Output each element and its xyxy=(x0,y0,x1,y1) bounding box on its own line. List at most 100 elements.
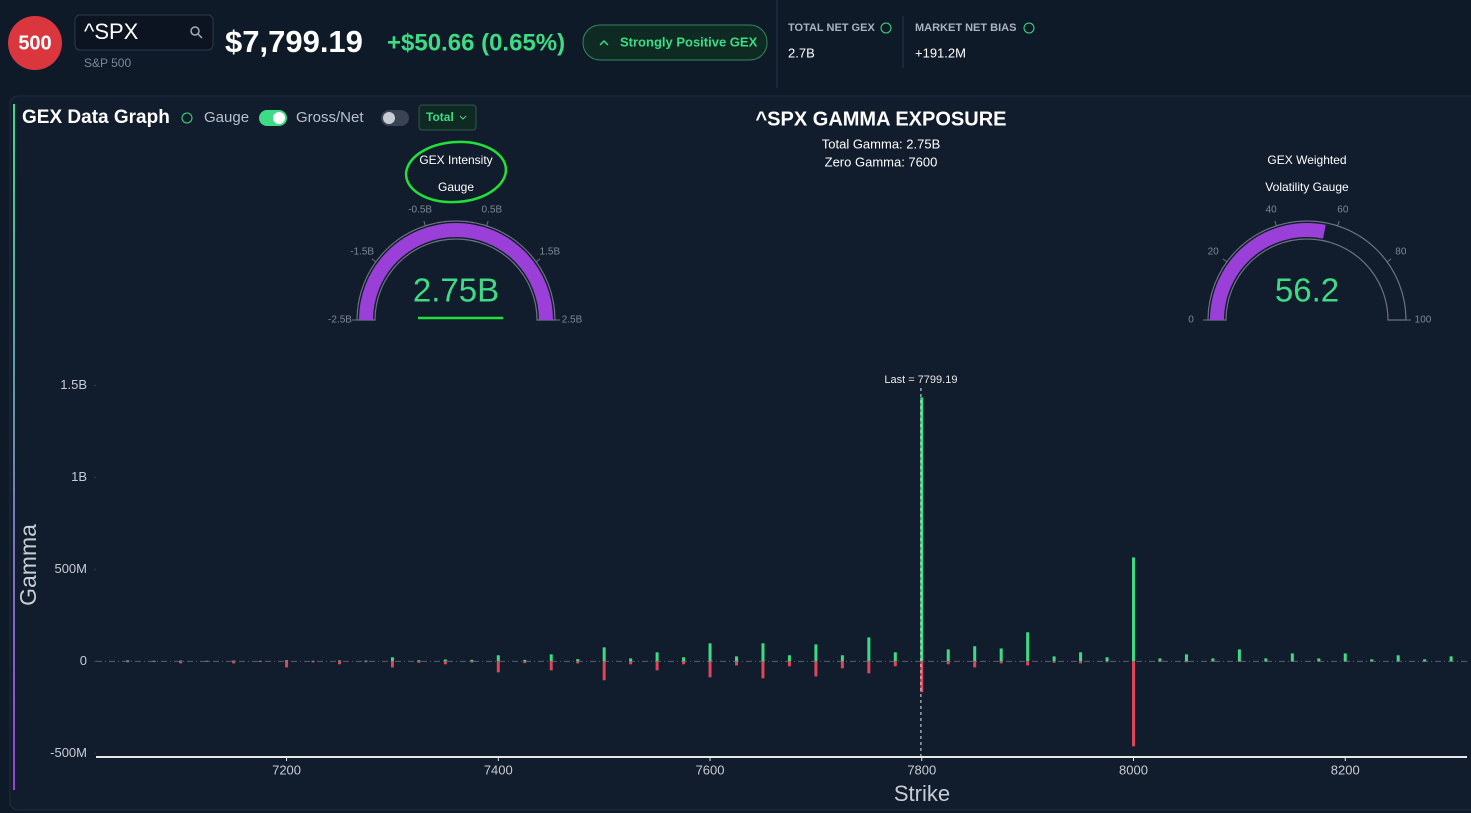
bar xyxy=(761,643,765,662)
bar xyxy=(1158,658,1162,662)
search-box[interactable] xyxy=(74,14,214,51)
bar xyxy=(523,659,527,662)
bar xyxy=(364,661,368,663)
bar xyxy=(470,661,474,663)
bar xyxy=(893,661,897,667)
bar xyxy=(1184,661,1188,663)
gauge-tick-label: 0 xyxy=(1188,315,1194,326)
y-tick-label: 500M xyxy=(54,561,87,576)
bar xyxy=(470,659,474,662)
bar xyxy=(126,661,130,663)
info-icon[interactable] xyxy=(880,22,892,34)
bar xyxy=(179,661,183,664)
bar xyxy=(946,649,950,662)
gauge-tick xyxy=(535,258,541,263)
bar xyxy=(1052,661,1056,663)
gauge-tick xyxy=(423,220,426,226)
bar xyxy=(1449,656,1453,662)
bar xyxy=(735,656,739,662)
bar xyxy=(1184,654,1188,662)
bar xyxy=(443,659,447,662)
bar xyxy=(549,661,553,671)
y-tick-label: 1.5B xyxy=(60,377,87,392)
bar xyxy=(999,648,1003,662)
info-icon[interactable] xyxy=(1023,22,1035,34)
y-tick-label: 0 xyxy=(80,653,87,668)
bar xyxy=(814,644,818,662)
gauge-arc xyxy=(359,223,553,321)
dropdown-text[interactable]: Total xyxy=(426,110,454,124)
bar xyxy=(285,660,289,662)
stat-label: MARKET NET BIAS xyxy=(915,22,1016,34)
bar xyxy=(840,661,844,669)
bar xyxy=(205,660,209,662)
gauge-arc xyxy=(1210,223,1326,321)
gauge-tick-label: 100 xyxy=(1415,315,1432,326)
bar xyxy=(973,646,977,662)
stat-label: TOTAL NET GEX xyxy=(788,22,875,34)
info-icon[interactable] xyxy=(181,112,193,124)
bar xyxy=(1396,655,1400,662)
bar xyxy=(1290,661,1294,662)
gauge-title: GEX Weighted xyxy=(1267,153,1346,167)
bar xyxy=(337,660,341,662)
bar xyxy=(1079,652,1083,662)
badge-text: 500 xyxy=(18,32,51,54)
highlight-circle xyxy=(404,140,508,204)
bar xyxy=(920,397,924,662)
bar xyxy=(1237,661,1241,663)
bar xyxy=(126,660,130,662)
x-tick-label: 7600 xyxy=(696,762,725,777)
bar xyxy=(893,652,897,662)
bar xyxy=(152,660,156,662)
chart-panel xyxy=(9,95,1471,811)
x-tick-label: 8000 xyxy=(1119,762,1148,777)
stat-value: +191.2M xyxy=(915,45,966,60)
bar xyxy=(629,658,633,662)
total-dropdown[interactable] xyxy=(418,104,477,131)
bar xyxy=(920,661,924,693)
gauge-title: Gauge xyxy=(438,180,474,194)
bar xyxy=(152,661,156,663)
bar xyxy=(258,660,262,662)
signal-pill[interactable] xyxy=(582,24,768,61)
gauge-tick xyxy=(1386,258,1392,263)
bar xyxy=(1132,557,1136,662)
gauge-track xyxy=(356,220,556,321)
bar xyxy=(1343,653,1347,662)
gauge-tick-label: 0.5B xyxy=(482,204,503,215)
price: $7,799.19 xyxy=(225,24,363,59)
bar xyxy=(549,654,553,662)
bar xyxy=(1343,661,1347,662)
bar xyxy=(814,661,818,677)
bar xyxy=(417,660,421,662)
bar xyxy=(496,661,500,673)
bar xyxy=(1105,661,1109,663)
bar xyxy=(655,661,659,671)
bar xyxy=(364,660,368,662)
bar xyxy=(1211,661,1215,662)
y-axis-label: Gamma xyxy=(15,524,41,606)
search-icon[interactable] xyxy=(190,26,200,36)
gauge-tick-label: 20 xyxy=(1208,246,1220,257)
chart-title: ^SPX GAMMA EXPOSURE xyxy=(756,108,1007,130)
bar xyxy=(1237,649,1241,662)
search-icon-handle xyxy=(197,33,203,39)
x-tick-label: 8200 xyxy=(1331,762,1360,777)
bar xyxy=(258,661,262,663)
gauge-tick xyxy=(1337,220,1340,226)
gauge-title: GEX Intensity xyxy=(419,153,492,167)
bar xyxy=(946,661,950,665)
search-text[interactable]: ^SPX xyxy=(84,19,139,44)
signal-text[interactable]: Strongly Positive GEX xyxy=(620,34,758,49)
bar xyxy=(390,657,394,662)
bar xyxy=(1132,661,1136,747)
gauge-tick-label: 1.5B xyxy=(540,246,561,257)
bar xyxy=(999,661,1003,664)
bar xyxy=(1290,653,1294,662)
bar xyxy=(311,661,315,663)
bar xyxy=(708,643,712,662)
bar xyxy=(390,661,394,668)
y-tick-label: -500M xyxy=(50,745,87,760)
x-tick-label: 7800 xyxy=(907,762,936,777)
